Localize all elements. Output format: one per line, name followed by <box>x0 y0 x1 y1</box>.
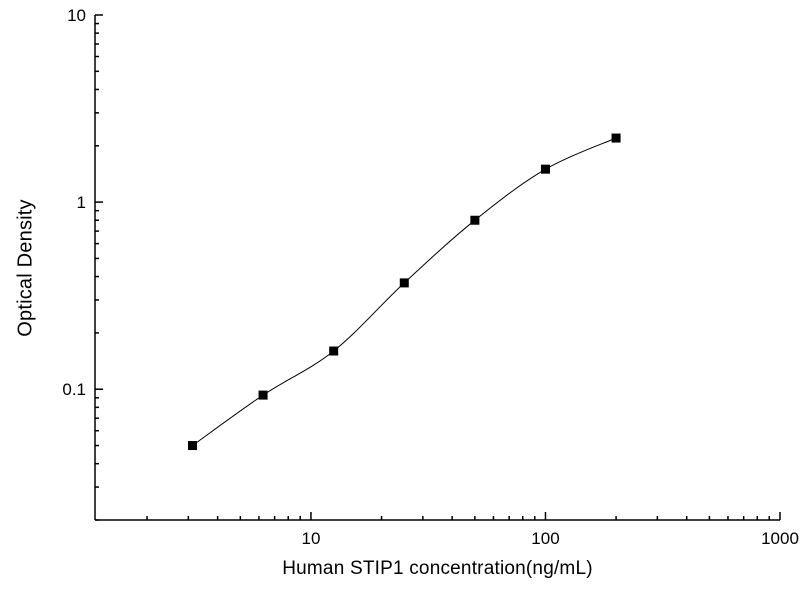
data-point-marker <box>329 346 339 356</box>
y-tick-label: 0.1 <box>62 380 86 399</box>
y-tick-label: 10 <box>67 6 86 25</box>
data-point-marker <box>258 390 268 400</box>
x-tick-label: 10 <box>301 529 320 548</box>
data-point-marker <box>399 278 409 288</box>
x-tick-label: 100 <box>531 529 559 548</box>
x-axis-title: Human STIP1 concentration(ng/mL) <box>282 558 593 579</box>
y-axis-title: Optical Density <box>14 199 37 337</box>
y-tick-label: 1 <box>77 193 86 212</box>
fit-curve <box>192 137 617 446</box>
data-point-marker <box>611 133 621 143</box>
data-point-marker <box>540 164 550 174</box>
data-point-marker <box>187 441 197 451</box>
x-tick-label: 1000 <box>761 529 799 548</box>
data-point-marker <box>470 215 480 225</box>
